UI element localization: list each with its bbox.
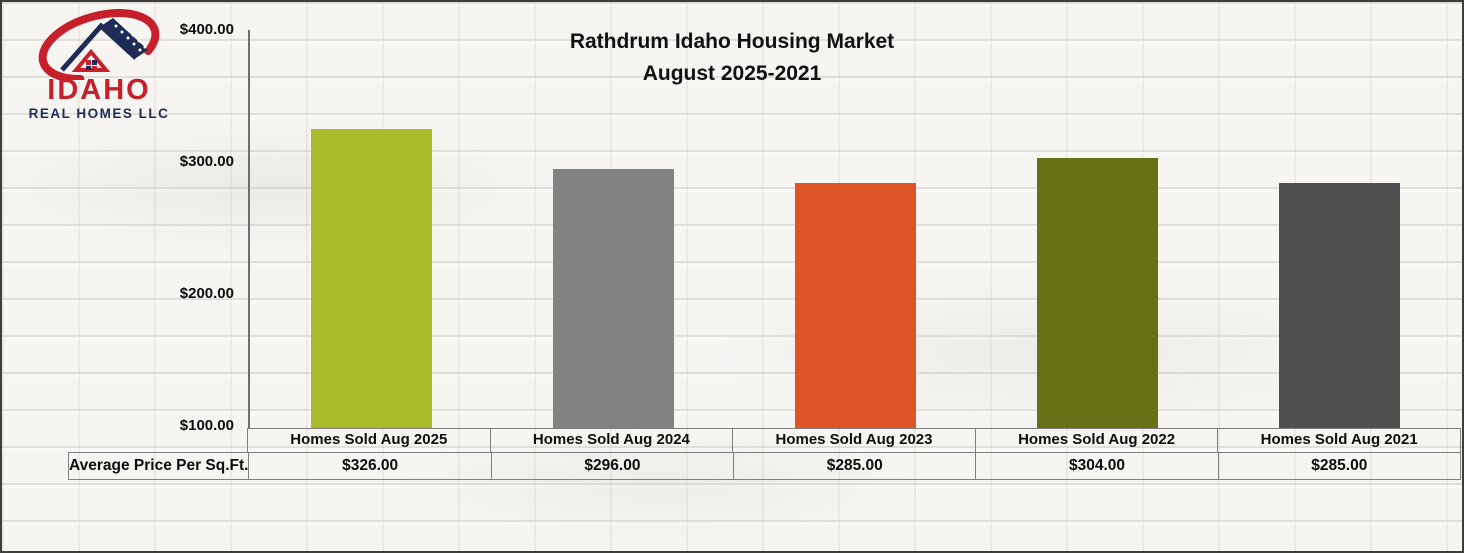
logo-window bbox=[86, 60, 97, 70]
table-row-label: Average Price Per Sq.Ft. bbox=[69, 457, 249, 474]
table-value-cell: $296.00 bbox=[490, 453, 733, 479]
table-value-cell: $285.00 bbox=[1217, 453, 1460, 479]
bar-homes-sold-aug-2022 bbox=[1036, 158, 1158, 428]
logo-subtitle: REAL HOMES LLC bbox=[28, 106, 170, 121]
chart-title-block: Rathdrum Idaho Housing Market August 202… bbox=[247, 26, 1217, 90]
logo-house-icon bbox=[38, 9, 160, 80]
logo-swoosh bbox=[38, 9, 160, 80]
table-header-cell: Homes Sold Aug 2023 bbox=[732, 429, 975, 452]
logo-flag-panel bbox=[101, 18, 148, 58]
y-axis-tick-label: $300.00 bbox=[179, 153, 234, 170]
table-value-cell: $285.00 bbox=[733, 453, 975, 479]
table-header-cell: Homes Sold Aug 2024 bbox=[489, 429, 733, 452]
company-logo: IDAHO REAL HOMES LLC bbox=[24, 8, 174, 122]
bar-homes-sold-aug-2023 bbox=[794, 183, 916, 428]
logo-flag-stars bbox=[114, 21, 147, 52]
table-header-row: Homes Sold Aug 2025 Homes Sold Aug 2024 Ho… bbox=[247, 428, 1461, 453]
logo-name: IDAHO bbox=[47, 74, 151, 106]
table-value-row: Average Price Per Sq.Ft. $326.00 $296.00 $… bbox=[68, 452, 1461, 480]
bar-homes-sold-aug-2021 bbox=[1278, 183, 1400, 428]
chart-subtitle: August 2025-2021 bbox=[642, 62, 822, 85]
plot-area bbox=[250, 31, 1460, 428]
table-header-cell: Homes Sold Aug 2022 bbox=[974, 429, 1218, 452]
table-header-cell: Homes Sold Aug 2021 bbox=[1217, 429, 1460, 452]
bar-homes-sold-aug-2024 bbox=[552, 168, 674, 428]
y-axis-tick-label: $200.00 bbox=[179, 285, 234, 302]
bar-homes-sold-aug-2025 bbox=[310, 128, 432, 428]
y-axis-tick-label: $400.00 bbox=[179, 21, 234, 38]
table-value-cell: $304.00 bbox=[975, 453, 1217, 479]
table-header-cell: Homes Sold Aug 2025 bbox=[290, 431, 448, 448]
y-axis-line bbox=[248, 30, 250, 428]
chart-title: Rathdrum Idaho Housing Market bbox=[569, 30, 895, 53]
y-axis-tick-label: $100.00 bbox=[179, 417, 234, 434]
table-value-cell: $326.00 bbox=[248, 453, 490, 479]
